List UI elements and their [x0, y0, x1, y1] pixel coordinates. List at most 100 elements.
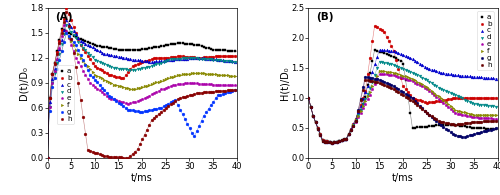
g: [105, 94, 113, 97]
a: [91, 44, 99, 47]
f: [385, 71, 393, 74]
h: [98, 154, 106, 157]
f: [112, 84, 120, 87]
e: [470, 116, 478, 119]
d: [44, 156, 52, 160]
f: [150, 82, 158, 85]
a: [362, 96, 370, 99]
f: [468, 113, 476, 116]
g: [442, 127, 450, 130]
d: [204, 58, 212, 61]
e: [56, 46, 64, 49]
c: [484, 76, 492, 80]
b: [67, 19, 75, 22]
a: [414, 126, 422, 129]
b: [428, 100, 436, 104]
e: [221, 83, 229, 87]
c: [418, 64, 426, 67]
e: [94, 87, 102, 90]
f: [466, 112, 473, 115]
e: [62, 30, 70, 33]
e: [155, 89, 163, 92]
e: [318, 140, 326, 143]
c: [172, 58, 179, 61]
d: [371, 73, 379, 76]
e: [394, 75, 402, 78]
d: [164, 59, 172, 62]
c: [376, 48, 384, 51]
d: [434, 86, 442, 89]
h: [102, 155, 110, 158]
e: [354, 116, 362, 119]
c: [324, 140, 332, 144]
a: [475, 127, 483, 130]
d: [376, 60, 384, 63]
h: [428, 114, 436, 118]
d: [79, 46, 87, 49]
c: [420, 65, 428, 68]
e: [484, 117, 492, 120]
g: [452, 134, 460, 137]
d: [157, 61, 165, 64]
d: [347, 128, 355, 131]
f: [362, 100, 370, 103]
f: [117, 85, 125, 88]
h: [437, 121, 445, 124]
h: [321, 140, 329, 143]
e: [76, 65, 84, 68]
e: [442, 104, 450, 107]
d: [480, 104, 488, 107]
e: [316, 133, 324, 136]
h: [48, 73, 56, 76]
c: [309, 114, 317, 118]
d: [100, 62, 108, 65]
b: [406, 94, 414, 97]
e: [181, 82, 189, 85]
d: [397, 66, 405, 69]
e: [437, 100, 445, 103]
g: [428, 116, 436, 119]
g: [404, 93, 412, 97]
d: [76, 44, 84, 47]
h: [138, 138, 146, 141]
g: [228, 89, 236, 92]
b: [100, 70, 108, 73]
b: [134, 62, 141, 66]
a: [96, 45, 104, 48]
c: [454, 74, 462, 77]
d: [166, 58, 174, 61]
e: [67, 43, 75, 46]
h: [423, 112, 431, 115]
g: [195, 124, 203, 127]
b: [122, 74, 130, 77]
e: [169, 84, 177, 87]
h: [214, 90, 222, 93]
g: [178, 113, 186, 116]
f: [420, 84, 428, 87]
g: [140, 110, 148, 113]
c: [155, 60, 163, 63]
h: [475, 120, 483, 123]
c: [200, 57, 208, 60]
g: [46, 109, 54, 112]
c: [458, 74, 466, 77]
d: [58, 42, 66, 45]
d: [366, 87, 374, 90]
h: [371, 80, 379, 83]
d: [124, 68, 132, 71]
f: [166, 76, 174, 79]
b: [312, 120, 320, 123]
h: [373, 81, 381, 84]
d: [219, 59, 227, 62]
c: [470, 75, 478, 78]
b: [186, 56, 194, 59]
b: [124, 71, 132, 74]
c: [226, 60, 234, 63]
h: [456, 122, 464, 126]
a: [399, 62, 407, 65]
e: [184, 82, 192, 85]
g: [100, 89, 108, 92]
a: [100, 45, 108, 49]
b: [210, 55, 218, 58]
a: [202, 46, 210, 49]
